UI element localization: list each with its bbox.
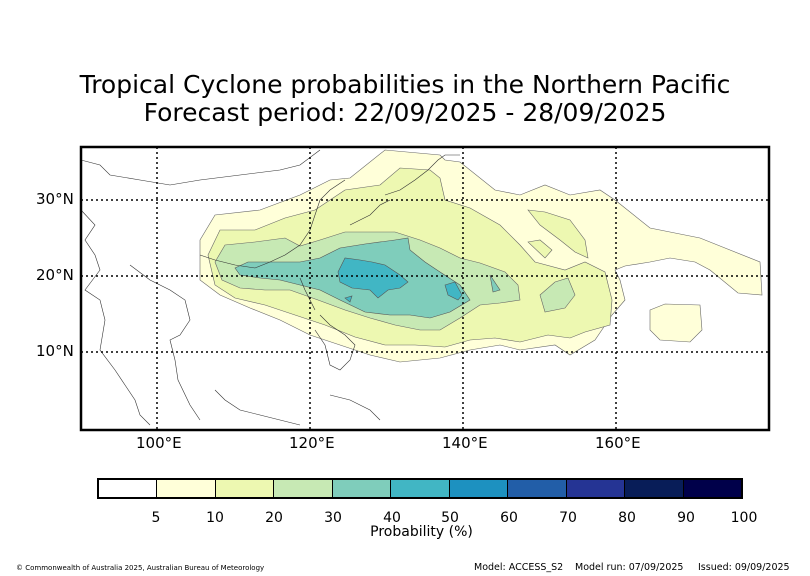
colorbar-segment xyxy=(157,480,216,497)
colorbar-segment xyxy=(625,480,684,497)
model-name: Model: ACCESS_S2 xyxy=(474,562,564,573)
colorbar-tick: 70 xyxy=(559,510,577,526)
colorbar-tick: 100 xyxy=(730,510,758,526)
colorbar-segment xyxy=(332,480,392,497)
lon-label-140e: 140°E xyxy=(442,434,488,452)
colorbar-label: Probability (%) xyxy=(370,524,473,540)
colorbar-segment xyxy=(391,480,450,497)
lon-label-100e: 100°E xyxy=(136,434,182,452)
colorbar-segment xyxy=(99,480,158,497)
map-title: Tropical Cyclone probabilities in the No… xyxy=(79,70,731,99)
lon-label-160e: 160°E xyxy=(595,434,641,452)
lat-label-10n: 10°N xyxy=(36,342,74,360)
colorbar-tick: 40 xyxy=(383,510,401,526)
lat-label-20n: 20°N xyxy=(36,266,74,284)
gridlines xyxy=(81,147,769,430)
model-run-date: Model run: 07/09/2025 xyxy=(575,562,684,573)
colorbar xyxy=(97,478,743,499)
issued-date: Issued: 09/09/2025 xyxy=(698,562,790,573)
colorbar-tick: 20 xyxy=(265,510,283,526)
colorbar-tick: 10 xyxy=(206,510,224,526)
colorbar-segment xyxy=(508,480,567,497)
colorbar-tick: 30 xyxy=(324,510,342,526)
lon-label-120e: 120°E xyxy=(289,434,335,452)
colorbar-tick: 80 xyxy=(618,510,636,526)
colorbar-segment xyxy=(683,480,741,497)
colorbar-tick: 50 xyxy=(441,510,459,526)
forecast-period: Forecast period: 22/09/2025 - 28/09/2025 xyxy=(143,98,667,127)
coastlines xyxy=(80,149,460,426)
lat-label-30n: 30°N xyxy=(36,190,74,208)
colorbar-segment xyxy=(566,480,626,497)
colorbar-tick: 5 xyxy=(151,510,161,526)
colorbar-tick: 60 xyxy=(500,510,518,526)
contour-40 xyxy=(337,257,463,303)
colorbar-segment xyxy=(449,480,509,497)
colorbar-segment xyxy=(274,480,333,497)
colorbar-tick: 90 xyxy=(677,510,695,526)
copyright-notice: © Commonwealth of Australia 2025, Austra… xyxy=(16,564,265,572)
map-frame xyxy=(79,145,771,432)
colorbar-segment xyxy=(215,480,275,497)
